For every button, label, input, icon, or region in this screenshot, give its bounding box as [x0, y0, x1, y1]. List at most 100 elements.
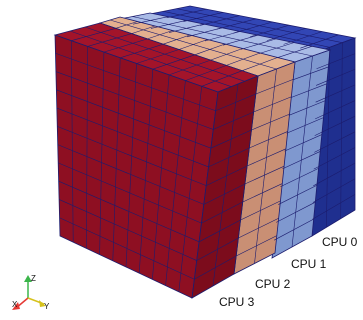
cpu-3-front-grid-line — [56, 89, 212, 149]
cpu-3-side-grid-line — [196, 237, 239, 261]
cpu-0-side-grid-line — [314, 131, 356, 153]
z-axis-arrowhead — [24, 275, 32, 282]
cpu-3-front-grid-line — [178, 86, 202, 292]
x-axis-arrowhead — [12, 302, 20, 310]
cpu-3-top-grid-line — [185, 65, 227, 81]
cpu-3-front-grid-line — [55, 71, 214, 130]
cpu-3-front-grid-line — [55, 52, 216, 112]
cpu-1-side-grid-line — [276, 201, 316, 223]
cpu-3-front-grid-line — [152, 74, 170, 280]
cpu-0-side-grid-line — [314, 115, 356, 136]
cpu-2-side-grid-line — [240, 200, 281, 221]
cpu-3-top-grid-line — [120, 43, 164, 59]
cpu-0-top-grid-line — [283, 31, 323, 45]
cpu-1-top-grid-line — [276, 46, 313, 59]
cpu-3-side-grid-line — [210, 129, 252, 149]
cpu-1-top-grid-line — [186, 27, 223, 38]
cpu-1-side-grid-line — [284, 134, 322, 152]
cpu-0-side-grid-line — [312, 194, 356, 220]
cpu-1-side-grid-line — [280, 168, 319, 187]
cpu-1-top-grid-line — [132, 16, 169, 25]
cpu-3-top-grid-line — [71, 28, 116, 41]
cpu-2-top-grid-line — [115, 21, 138, 29]
cpu-0-side-grid-line — [340, 42, 343, 219]
cpu-1-side-grid-line — [291, 55, 313, 248]
cpu-2-label: CPU 2 — [255, 277, 291, 291]
cpu-1-side-grid-line — [278, 185, 318, 205]
cpu-1-side-grid-line — [288, 100, 326, 116]
cpu-3-side-grid-line — [215, 93, 256, 112]
cpu-2-side-grid-line — [251, 113, 290, 131]
cpu-3-front-grid-line — [57, 144, 204, 205]
cpu-1-side-grid-line — [273, 218, 314, 241]
cpu-2-side-grid-line — [242, 183, 283, 203]
cpu-3-front-grid-line — [58, 180, 200, 243]
cpu-3-front-grid-line — [59, 217, 195, 280]
cpu-1-top-grid-line — [150, 20, 187, 29]
cpu-3-top-grid-line — [201, 70, 243, 87]
cpu-3-side-grid-line — [203, 183, 246, 205]
cpu-0-side-grid-line — [313, 162, 356, 187]
cpu-3-top-grid-line — [152, 54, 195, 70]
cpu-0-top-grid-line — [200, 15, 240, 26]
cpu-3-front-grid-line — [125, 63, 137, 268]
cpu-0-side-grid-line — [315, 68, 356, 86]
cpu-2-top-grid-line — [226, 52, 261, 66]
cpu-0-side-grid-line — [315, 84, 356, 103]
cpu-3-front-grid-line — [99, 52, 105, 255]
cpu-2-side-grid-line — [253, 96, 292, 113]
cpu-3-top-grid-line — [103, 38, 148, 53]
cpu-3-label: CPU 3 — [219, 295, 255, 309]
cpu-0-top-grid-line — [216, 18, 257, 30]
cpu-1-top-grid-line — [258, 42, 295, 54]
cpu-1-top-grid-line — [168, 23, 205, 33]
cpu-0-side-grid-line — [316, 53, 356, 70]
cpu-2-top-grid-line — [242, 57, 278, 71]
cpu-0-side-grid-line — [312, 178, 356, 203]
cpu-0-top-grid-line — [300, 34, 339, 49]
cpu-3-front-grid-line — [58, 162, 202, 224]
cpu-2-top-grid-line — [178, 39, 208, 50]
cpu-0-top-grid-line — [233, 21, 273, 34]
cpu-1-top-grid-line — [240, 38, 277, 50]
x-axis-label: X — [12, 300, 18, 309]
cpu-3-side-grid-line — [206, 165, 248, 186]
cpu-0-side-grid-line — [326, 47, 330, 228]
cpu-3-front-grid-line — [138, 69, 154, 274]
cpu-2-top-grid-line — [210, 48, 243, 61]
cpu-3-top-grid-line — [168, 59, 211, 76]
cpu-3-side-grid-line — [201, 201, 243, 224]
cpu-2-top-grid-line — [131, 25, 156, 34]
cpu-3-side-grid-line — [213, 111, 254, 130]
cpu-3-top-grid-line — [136, 49, 180, 64]
cpu-3-front-grid-line — [86, 46, 88, 249]
mesh-grid-lines — [55, 8, 356, 292]
cpu-1-top-grid-line — [222, 34, 259, 46]
cpu-2-top-grid-line — [194, 43, 226, 56]
cpu-0-side-grid-line — [313, 147, 356, 170]
cpu-0-top-grid-line — [266, 28, 306, 41]
cpu-1-side-grid-line — [286, 117, 324, 134]
cpu-2-side-grid-line — [255, 79, 294, 95]
cpu-3-front-grid-line — [165, 80, 186, 286]
y-axis-label: Y — [44, 302, 50, 311]
cpu-3-front-grid-line — [71, 40, 74, 243]
cpu-0-top-grid-line — [250, 24, 290, 38]
cpu-0-top-grid-line — [166, 8, 207, 19]
cpu-1-side-grid-line — [292, 66, 329, 81]
cpu-3-side-grid-line — [198, 219, 241, 243]
z-axis-label: Z — [31, 274, 36, 283]
cpu-1-side-grid-line — [282, 151, 321, 170]
cpu-3-top-grid-line — [87, 33, 132, 47]
cpu-3-side-grid-line — [194, 255, 237, 280]
cpu-2-side-grid-line — [244, 165, 285, 185]
cpu-2-side-grid-line — [236, 235, 277, 257]
cpu-1-side-grid-line — [290, 83, 327, 98]
cpu-1-label: CPU 1 — [291, 257, 327, 271]
cpu-3-front-grid-line — [58, 199, 197, 261]
cpu-2-side-grid-line — [238, 218, 279, 239]
cpu-2-side-grid-line — [254, 68, 277, 264]
cpu-2-top-grid-line — [147, 30, 173, 40]
cpu-2-top-grid-line — [163, 34, 191, 45]
